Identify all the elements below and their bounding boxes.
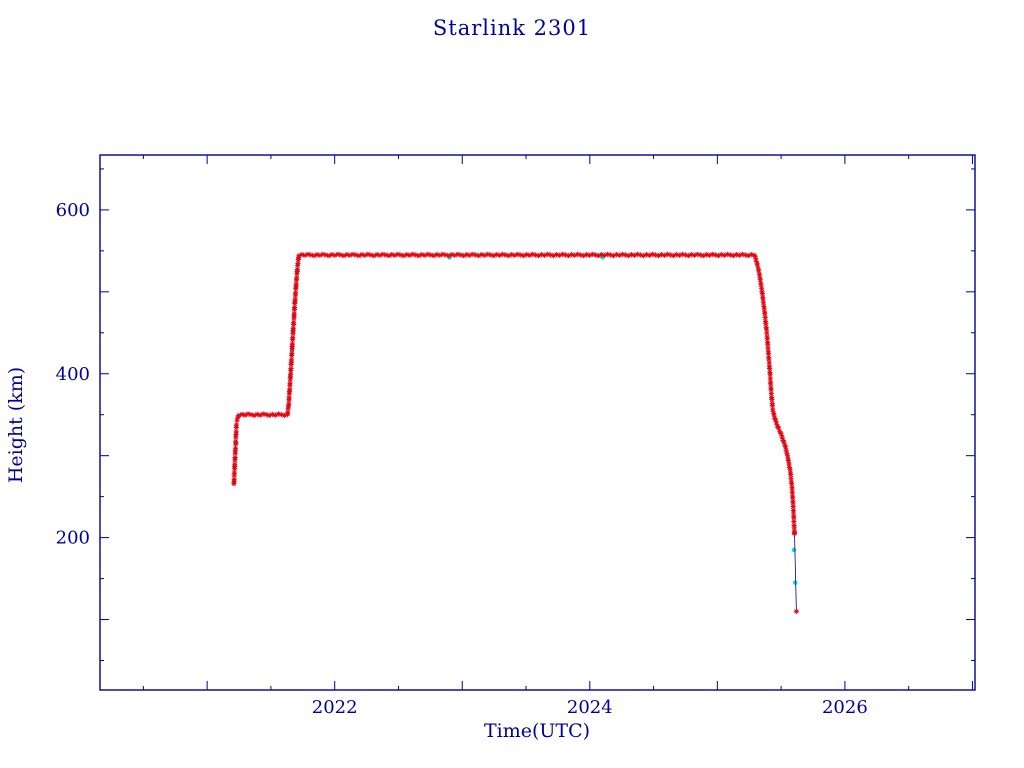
- secondary-height-marker: [791, 547, 797, 553]
- mean-height-line: [794, 533, 797, 612]
- mean-height-markers: [791, 530, 799, 614]
- x-tick-label: 2024: [567, 697, 613, 718]
- y-tick-label: 400: [56, 364, 90, 385]
- series-mean-height: [231, 251, 799, 614]
- x-axis-label: Time(UTC): [483, 720, 591, 742]
- mean-height-markers: [231, 251, 798, 536]
- mean-height-line: [233, 254, 795, 534]
- plot-frame: [99, 154, 976, 691]
- x-tick-label: 2022: [312, 697, 358, 718]
- y-tick-label: 200: [56, 528, 90, 549]
- axis-ticks: [100, 155, 975, 690]
- chart-title: Starlink 2301: [432, 16, 592, 40]
- x-tick-label: 2026: [822, 697, 868, 718]
- series-secondary-height: [234, 255, 798, 585]
- y-tick-label: 600: [56, 200, 90, 221]
- secondary-height-marker: [793, 580, 798, 585]
- tick-labels: 2022 2024 2026 200 400 600: [56, 200, 868, 718]
